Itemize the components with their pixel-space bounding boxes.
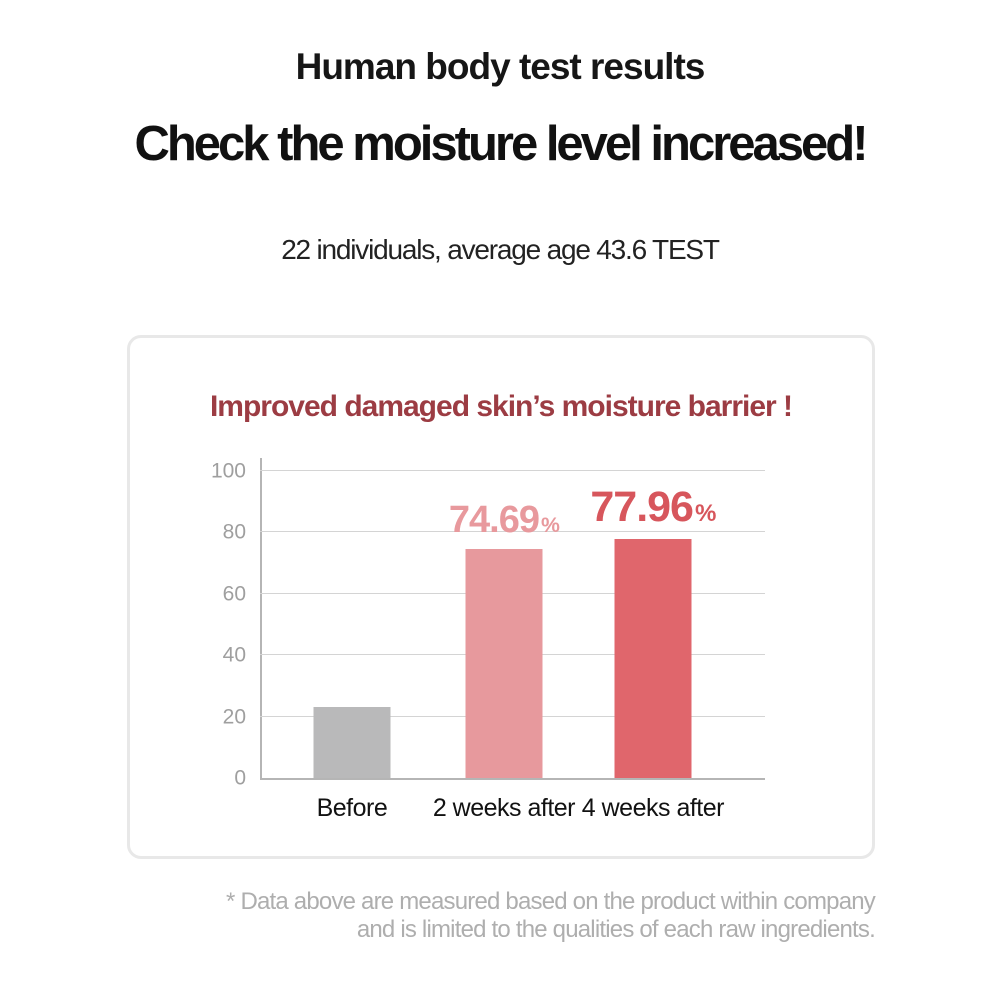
y-tick-label-20: 20 bbox=[222, 705, 246, 729]
footnote-line-1: * Data above are measured based on the p… bbox=[226, 888, 876, 915]
gridline-100 bbox=[260, 470, 765, 471]
y-tick-label-0: 0 bbox=[234, 766, 246, 790]
x-axis-line bbox=[260, 778, 765, 780]
footnote: * Data above are measured based on the p… bbox=[226, 888, 876, 944]
gridline-80 bbox=[260, 531, 765, 533]
value-number-2-weeks-after: 74.69 bbox=[448, 498, 540, 541]
page-title: Human body test results bbox=[295, 46, 706, 87]
x-axis-label-2-weeks-after: 2 weeks after bbox=[432, 794, 576, 822]
result-card: Improved damaged skin’s moisture barrier… bbox=[127, 335, 875, 859]
y-axis-line bbox=[260, 458, 262, 778]
bar-chart-plot-area: 0 20 40 60 80 100 Before 74.69% 2 weeks after 77.… bbox=[211, 458, 765, 822]
x-axis-label-before: Before bbox=[316, 794, 388, 822]
bar-2-weeks-after bbox=[465, 548, 543, 778]
value-unit-4-weeks-after: % bbox=[694, 499, 716, 527]
y-tick-label-40: 40 bbox=[222, 643, 246, 667]
value-label-2-weeks-after: 74.69% bbox=[448, 498, 560, 541]
value-label-4-weeks-after: 77.96% bbox=[590, 482, 716, 531]
bar-4-weeks-after bbox=[614, 538, 692, 778]
y-tick-label-80: 80 bbox=[222, 520, 246, 544]
y-tick-label-60: 60 bbox=[222, 582, 246, 606]
value-unit-2-weeks-after: % bbox=[540, 512, 560, 537]
footnote-line-2: and is limited to the qualities of each … bbox=[356, 916, 876, 943]
x-axis-label-4-weeks-after: 4 weeks after bbox=[581, 794, 725, 822]
page-headline: Check the moisture level increased! bbox=[134, 117, 868, 171]
chart-title: Improved damaged skin’s moisture barrier… bbox=[209, 390, 793, 423]
y-tick-label-100: 100 bbox=[210, 459, 246, 483]
test-subject-subtitle: 22 individuals, average age 43.6 TEST bbox=[281, 234, 720, 265]
bar-before bbox=[313, 707, 391, 778]
value-number-4-weeks-after: 77.96 bbox=[590, 482, 694, 531]
